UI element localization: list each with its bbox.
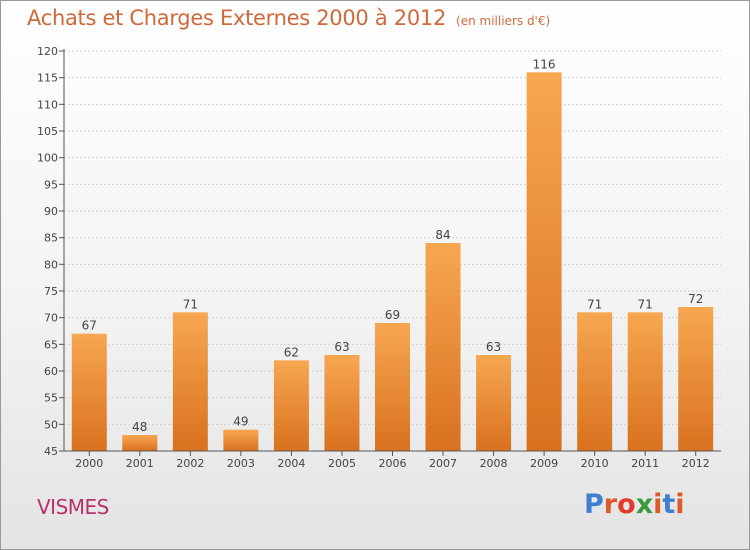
bar-value-label: 72	[688, 292, 703, 306]
chart-title: Achats et Charges Externes 2000 à 2012 (e…	[27, 6, 550, 30]
x-tick-label: 2003	[227, 457, 255, 470]
bars: 67 48 71 49 62 63 69 84 63 116 71 71 72	[71, 57, 714, 451]
bar	[678, 307, 714, 451]
y-tick-label: 65	[44, 338, 58, 351]
y-tick-label: 80	[44, 258, 58, 271]
y-tick-label: 60	[44, 365, 58, 378]
bar	[71, 333, 107, 451]
bar-value-label: 48	[132, 420, 147, 434]
bar	[577, 312, 613, 451]
y-tick-label: 120	[37, 45, 58, 58]
x-tick-label: 2006	[379, 457, 407, 470]
chart-title-text: Achats et Charges Externes 2000 à 2012	[27, 6, 447, 30]
x-tick-label: 2005	[328, 457, 356, 470]
bar-value-label: 71	[638, 297, 653, 311]
bar	[375, 323, 410, 451]
bar	[526, 72, 562, 451]
bar	[627, 312, 663, 451]
bar	[122, 435, 158, 451]
x-tick-label: 2007	[429, 457, 457, 470]
x-tick-label: 2008	[480, 457, 508, 470]
logo-letter: t	[662, 489, 676, 520]
y-tick-label: 110	[37, 98, 58, 111]
x-tick-label: 2000	[75, 457, 103, 470]
y-tick-label: 105	[37, 125, 58, 138]
bar-value-label: 62	[284, 345, 299, 359]
bar-value-label: 116	[533, 57, 556, 71]
y-tick-label: 70	[44, 312, 58, 325]
proxiti-logo[interactable]: Proxiti	[584, 489, 685, 520]
y-tick-label: 85	[44, 232, 58, 245]
bar	[223, 429, 259, 451]
commune-name: VISMES	[37, 495, 109, 519]
y-tick-label: 100	[37, 152, 58, 165]
y-tick-label: 75	[44, 285, 58, 298]
logo-letter: o	[617, 489, 636, 520]
bar-value-label: 69	[385, 308, 400, 322]
bar-value-label: 84	[435, 228, 450, 242]
x-tick-label: 2011	[631, 457, 659, 470]
x-tick-label: 2002	[176, 457, 204, 470]
bar	[172, 312, 208, 451]
x-tick-label: 2010	[581, 457, 609, 470]
bar-value-label: 63	[486, 340, 501, 354]
x-tick-label: 2012	[682, 457, 710, 470]
bar-value-label: 71	[183, 297, 198, 311]
chart-unit-note: (en milliers d'€)	[456, 14, 551, 28]
y-tick-label: 115	[37, 72, 58, 85]
bar	[476, 355, 512, 451]
logo-letter: x	[635, 489, 654, 520]
logo-letter: i	[675, 489, 685, 520]
x-tick-label: 2004	[277, 457, 305, 470]
bar	[324, 355, 360, 451]
axes: 45 50 55 60 65 70 75 80 85 90 95 100 105 110 115 120 200…	[37, 45, 721, 470]
x-tick-label: 2009	[530, 457, 558, 470]
bar-value-label: 49	[233, 415, 248, 429]
logo-letter: i	[653, 489, 663, 520]
y-tick-label: 55	[44, 392, 58, 405]
bar-value-label: 63	[334, 340, 349, 354]
bar	[425, 243, 461, 451]
y-tick-label: 90	[44, 205, 58, 218]
x-tick-label: 2001	[126, 457, 154, 470]
y-tick-label: 45	[44, 445, 58, 458]
y-tick-label: 50	[44, 418, 58, 431]
bar-value-label: 67	[82, 319, 97, 333]
y-tick-label: 95	[44, 178, 58, 191]
logo-letter: r	[603, 489, 618, 520]
bar-value-label: 71	[587, 297, 602, 311]
logo-letter: P	[584, 489, 604, 520]
bar	[273, 360, 309, 451]
